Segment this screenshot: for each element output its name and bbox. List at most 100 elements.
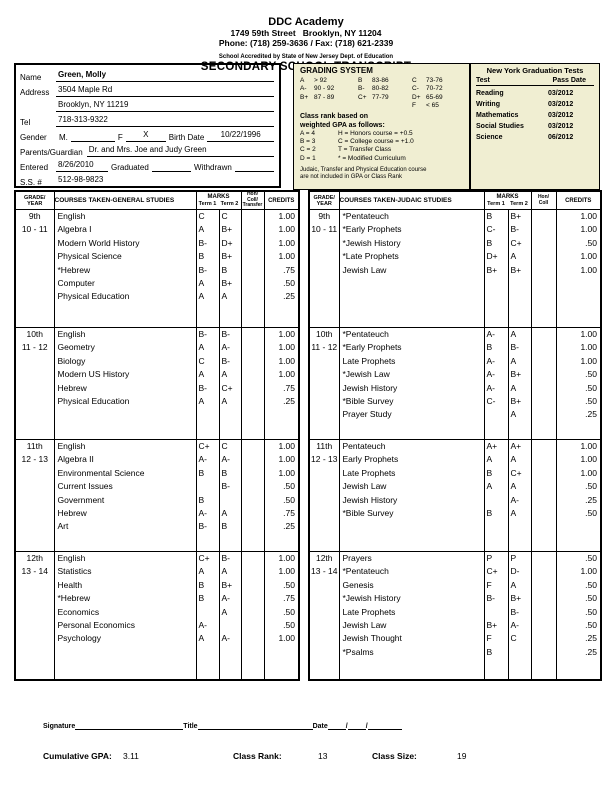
hon-value — [242, 520, 264, 533]
course-name: Statistics — [57, 566, 92, 577]
grade-level: 9th — [318, 211, 331, 221]
grade-section-9th: 9th 10 - 11 *Pentateuch *Early Prophets *Jew… — [308, 209, 602, 328]
credit-value: .75 — [283, 593, 295, 604]
parents-row: Parents/Guardian Dr. and Mrs. Joe and Ju… — [20, 142, 274, 157]
hon-value — [532, 467, 556, 480]
hon-value — [242, 210, 264, 223]
credit-value: .50 — [585, 553, 597, 563]
course-name: Hebrew — [57, 382, 87, 393]
course-name: English — [57, 211, 86, 221]
course-name-column: Pentateuch Early Prophets Late Prophets Jew… — [338, 439, 485, 552]
grade-scale-cell — [300, 102, 314, 110]
entered-label: Entered — [20, 163, 49, 172]
credits-header: CREDITS — [263, 190, 300, 210]
grade-scale-cell: B+ — [300, 93, 309, 101]
hon-value-column — [240, 439, 265, 552]
course-name: *Hebrew — [57, 264, 91, 275]
hon-value — [532, 395, 556, 408]
rank-note-line1: Class rank based on — [300, 113, 369, 121]
grade-years: 11 - 12 — [21, 342, 48, 353]
course-name: Physical Education — [57, 291, 130, 302]
term2-mark: B- — [221, 481, 231, 492]
test-row: Social Studies 03/2012 — [476, 121, 594, 132]
hon-value — [532, 480, 556, 493]
term2-mark: A — [221, 566, 228, 577]
rank-modifier-desc: C = College course = +1.0 — [338, 138, 414, 146]
hon-value — [532, 237, 556, 250]
course-name: Geometry — [57, 342, 95, 353]
graduation-tests-box: New York Graduation Tests Test Pass Date… — [470, 63, 600, 190]
term1-mark: A- — [486, 329, 496, 339]
course-name: Pentateuch — [342, 441, 386, 451]
course-name: *Jewish Law — [342, 369, 390, 380]
marks-header: MARKS Term 1 Term 2 — [483, 190, 532, 210]
grade-year-cell: 9th 10 - 11 — [308, 209, 340, 328]
grade-scale-cell: > 92 — [314, 77, 327, 85]
term1-mark-column: A+ A B A B — [483, 439, 509, 552]
hon-value — [532, 579, 556, 592]
credit-value-column: 1.00 1.00 1.00 1.00 .75 .25 — [263, 327, 300, 440]
grade-scale-cell: C — [412, 77, 417, 85]
term1-mark: A — [198, 566, 205, 577]
hon-value — [242, 355, 264, 368]
class-size-value: 19 — [457, 751, 467, 761]
hon-value-column — [530, 209, 557, 328]
course-name-column: English Algebra II Environmental Science Cu… — [53, 439, 197, 552]
rank-rows: A = 4 H = Honors course = +0.5 B = 3 C = Co… — [300, 130, 463, 163]
term1-mark — [485, 494, 508, 507]
term1-mark: B — [486, 507, 493, 518]
course-name: Early Prophets — [342, 454, 399, 465]
hon-value — [242, 494, 264, 507]
course-name: Psychology — [57, 633, 101, 644]
hon-value-column — [240, 209, 265, 328]
term2-mark: A — [510, 481, 517, 492]
term1-mark-column: C+ A B B A- A — [195, 551, 220, 680]
hon-header-line2: Coll — [538, 199, 549, 206]
general-header-row: GRADE/ YEAR COURSES TAKEN-GENERAL STUDIE… — [14, 190, 300, 210]
credit-value: .50 — [585, 619, 597, 630]
term2-mark: A — [510, 382, 517, 393]
term1-mark: A — [486, 481, 493, 492]
term1-mark: A — [198, 277, 205, 288]
term2-mark: C — [221, 441, 228, 451]
credit-value: 1.00 — [580, 342, 597, 353]
hon-header-line1: Hon/ — [246, 191, 259, 198]
term2-mark: A- — [510, 494, 520, 505]
term2-header: Term 2 — [510, 200, 528, 207]
credit-value: .75 — [283, 507, 295, 518]
tests-header-row: Test Pass Date — [476, 77, 594, 86]
grade-years: 12 - 13 — [311, 454, 338, 465]
credit-value-column: 1.00 1.00 1.00 .50 .50 .75 .25 — [263, 439, 300, 552]
general-studies-table: GRADE/ YEAR COURSES TAKEN-GENERAL STUDIE… — [14, 190, 300, 681]
graduated-label: Graduated — [111, 163, 149, 172]
grade-scale-cell: D+ — [412, 93, 421, 101]
course-name-column: *Pentateuch *Early Prophets Late Prophets *… — [338, 327, 485, 440]
term1-mark-column: C A B- B B- A A — [195, 209, 220, 328]
term1-mark-column: A- B A- A- A- C- — [483, 327, 509, 440]
parents-value: Dr. and Mrs. Joe and Judy Green — [86, 145, 274, 157]
hon-value-column — [530, 327, 557, 440]
date-slash-1: / — [345, 723, 348, 730]
term2-mark: C — [221, 211, 228, 221]
grade-scale-cell: 70-72 — [426, 85, 443, 93]
grade-year-cell: 11th 12 - 13 — [308, 439, 340, 552]
grading-scale: A > 92 B 83-86 C 73-76 A- 90 - 92 B- 80-82 C- 70-72… — [300, 77, 463, 110]
hon-value — [242, 619, 264, 632]
course-name-column: English Algebra I Modern World History Phys… — [53, 209, 197, 328]
course-name: Jewish Law — [342, 264, 387, 275]
grade-scale-cell: 65-69 — [426, 93, 443, 101]
term2-mark: A — [510, 251, 517, 262]
hon-value — [532, 223, 556, 236]
term1-mark: A — [198, 369, 205, 380]
term1-mark: B- — [198, 237, 208, 248]
judaic-tbody: 9th 10 - 11 *Pentateuch *Early Prophets *Jew… — [308, 209, 602, 680]
date-slash-2: / — [365, 723, 368, 730]
grading-footnote-2: are not included in GPA or Class Rank — [300, 174, 402, 181]
course-name: English — [57, 441, 86, 451]
title-blank — [197, 721, 313, 730]
withdrawn-label: Withdrawn — [194, 163, 232, 172]
credit-value: 1.00 — [580, 329, 597, 339]
grade-years: 11 - 12 — [311, 342, 338, 353]
hon-value — [242, 237, 264, 250]
